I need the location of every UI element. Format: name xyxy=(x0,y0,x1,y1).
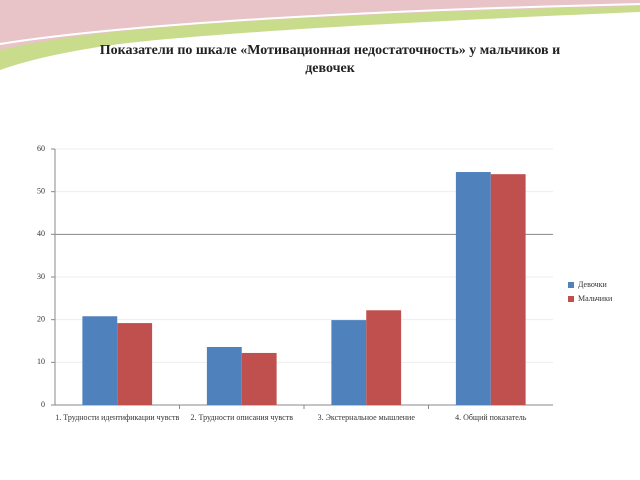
bar xyxy=(455,172,491,405)
bar xyxy=(82,316,118,405)
decoration xyxy=(0,6,640,70)
bar xyxy=(117,323,153,405)
y-tick-label: 30 xyxy=(37,272,45,281)
x-tick-label: 4. Общий показатель xyxy=(455,413,527,422)
decoration xyxy=(0,3,640,45)
y-tick-label: 60 xyxy=(37,144,45,153)
legend-swatch xyxy=(568,296,574,302)
x-tick-label: 1. Трудности идентификации чувств xyxy=(55,413,180,422)
y-tick-label: 0 xyxy=(41,400,45,409)
legend-label: Девочки xyxy=(578,280,608,289)
bar xyxy=(366,310,402,405)
y-tick-label: 50 xyxy=(37,186,45,195)
legend-swatch xyxy=(568,282,574,288)
x-tick-label: 2. Трудности описания чувств xyxy=(190,413,293,422)
y-tick-label: 10 xyxy=(37,357,45,366)
legend-label: Мальчики xyxy=(578,294,613,303)
bar xyxy=(206,346,242,405)
bar xyxy=(331,320,367,405)
decoration xyxy=(0,0,640,60)
y-tick-label: 40 xyxy=(37,229,45,238)
x-tick-label: 3. Экстернальное мышление xyxy=(317,413,415,422)
bar xyxy=(490,174,526,405)
y-tick-label: 20 xyxy=(37,314,45,323)
chart-title: Показатели по шкале «Мотивационная недос… xyxy=(99,43,561,76)
bar xyxy=(241,352,277,405)
